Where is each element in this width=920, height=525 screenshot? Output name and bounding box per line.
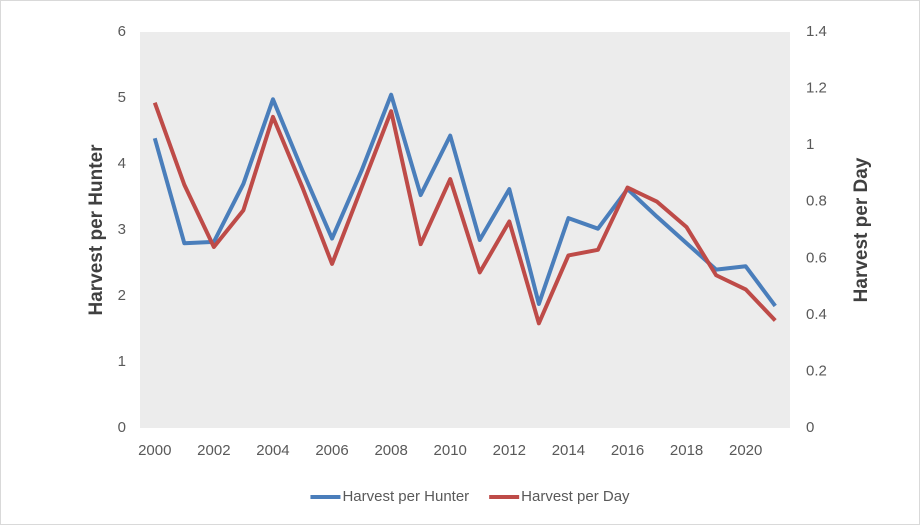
y-tick-label: 5 [118, 89, 126, 106]
legend-label: Harvest per Hunter [342, 488, 469, 505]
y2-axis-title: Harvest per Day [851, 157, 872, 302]
legend-label: Harvest per Day [521, 488, 630, 505]
x-tick-label: 2014 [552, 442, 585, 459]
series-line [152, 92, 777, 308]
y2-tick-label: 0.2 [806, 362, 827, 379]
y2-tick-label: 0.8 [806, 193, 827, 210]
y2-tick-label: 0 [806, 419, 814, 436]
y-tick-label: 0 [118, 419, 126, 436]
x-tick-label: 2002 [197, 442, 230, 459]
x-tick-label: 2018 [670, 442, 703, 459]
x-tick-label: 2004 [256, 442, 289, 459]
y-tick-label: 2 [118, 287, 126, 304]
x-tick-label: 2000 [138, 442, 171, 459]
series-line [152, 102, 777, 326]
x-tick-label: 2012 [493, 442, 526, 459]
x-tick-label: 2008 [374, 442, 407, 459]
y-tick-label: 6 [118, 23, 126, 40]
y2-tick-label: 1.2 [806, 80, 827, 97]
y-tick-label: 1 [118, 353, 126, 370]
y-tick-label: 4 [118, 155, 126, 172]
y2-tick-label: 0.4 [806, 306, 827, 323]
y-tick-label: 3 [118, 221, 126, 238]
x-tick-label: 2020 [729, 442, 762, 459]
y-axis-title: Harvest per Hunter [86, 144, 107, 316]
y2-tick-label: 1 [806, 136, 814, 153]
y2-tick-label: 1.4 [806, 23, 827, 40]
x-tick-label: 2006 [315, 442, 348, 459]
x-tick-label: 2010 [434, 442, 467, 459]
x-tick-label: 2016 [611, 442, 644, 459]
y2-tick-label: 0.6 [806, 249, 827, 266]
